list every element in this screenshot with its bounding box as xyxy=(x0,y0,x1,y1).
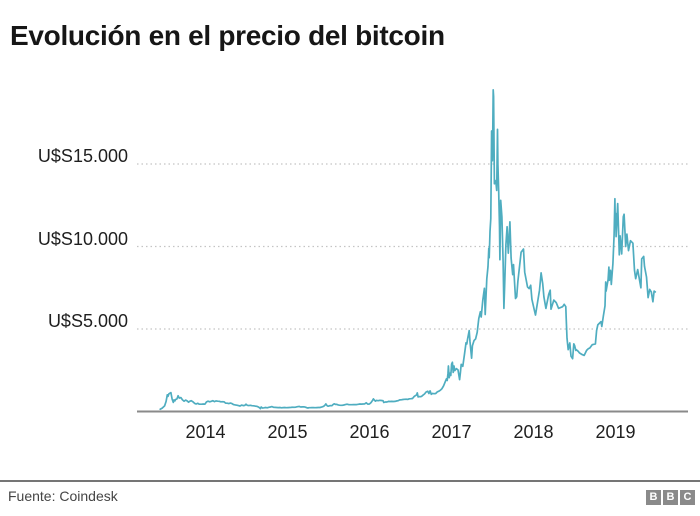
chart-title: Evolución en el precio del bitcoin xyxy=(10,20,445,51)
x-tick-label-2018: 2018 xyxy=(513,422,554,442)
bbc-logo-block-1: B xyxy=(646,490,661,505)
source-label: Fuente: Coindesk xyxy=(8,488,118,504)
y-tick-label-15000: U$S15.000 xyxy=(37,146,128,166)
y-tick-label-10000: U$S10.000 xyxy=(37,228,128,249)
bbc-logo-block-3: C xyxy=(680,490,695,505)
bbc-logo-block-2: B xyxy=(663,490,678,505)
y-tick-label-5000: U$S5.000 xyxy=(47,311,128,331)
footer-divider xyxy=(0,480,700,482)
price-line xyxy=(159,88,657,411)
x-tick-label-2017: 2017 xyxy=(431,422,472,442)
x-tick-label-2014: 2014 xyxy=(185,422,226,442)
x-tick-label-2015: 2015 xyxy=(267,422,308,442)
x-tick-label-2019: 2019 xyxy=(595,422,636,442)
x-tick-label-2016: 2016 xyxy=(349,422,390,442)
